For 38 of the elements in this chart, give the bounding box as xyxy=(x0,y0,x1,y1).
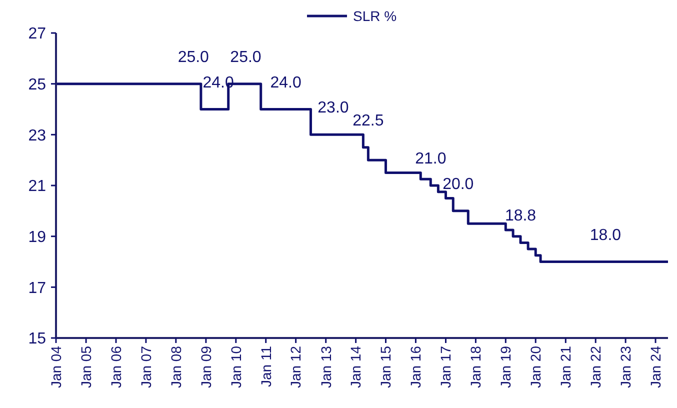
x-tick-label: Jan 21 xyxy=(558,346,574,388)
x-tick-label: Jan 14 xyxy=(348,346,364,388)
x-tick-label: Jan 12 xyxy=(288,346,304,388)
legend-label: SLR % xyxy=(353,8,397,24)
x-tick-label: Jan 09 xyxy=(198,346,214,388)
annotation: 25.0 xyxy=(230,48,262,66)
x-tick-label: Jan 18 xyxy=(468,346,484,388)
annotation: 20.0 xyxy=(442,176,474,193)
annotation: 18.0 xyxy=(590,226,622,244)
x-tick-label: Jan 22 xyxy=(588,346,604,388)
x-tick-label: Jan 07 xyxy=(138,346,154,388)
y-tick-label: 21 xyxy=(28,178,46,196)
annotation: 18.8 xyxy=(504,208,536,225)
y-tick-label: 25 xyxy=(28,76,46,94)
y-tick-label: 27 xyxy=(28,26,46,43)
annotation: 21.0 xyxy=(415,150,446,168)
annotation: 23.0 xyxy=(318,100,349,117)
x-tick-label: Jan 11 xyxy=(258,346,274,387)
x-tick-label: Jan 10 xyxy=(228,346,244,388)
x-tick-label: Jan 19 xyxy=(498,346,514,388)
y-tick-label: 19 xyxy=(28,228,46,246)
x-tick-label: Jan 08 xyxy=(168,346,184,388)
x-tick-label: Jan 20 xyxy=(528,346,544,388)
annotation: 24.0 xyxy=(270,74,302,92)
x-tick-label: Jan 06 xyxy=(108,346,124,388)
y-tick-label: 23 xyxy=(28,127,46,144)
x-tick-label: Jan 23 xyxy=(617,346,634,388)
annotation: 25.0 xyxy=(178,48,210,66)
x-tick-label: Jan 24 xyxy=(647,346,664,388)
annotation: 22.5 xyxy=(352,112,384,130)
x-tick-label: Jan 13 xyxy=(318,346,334,388)
y-tick-label: 15 xyxy=(28,330,46,348)
x-tick-label: Jan 16 xyxy=(408,346,424,388)
x-tick-label: Jan 05 xyxy=(78,346,94,388)
y-tick-label: 17 xyxy=(28,280,46,297)
x-tick-label: Jan 17 xyxy=(438,346,454,388)
x-tick-label: Jan 15 xyxy=(378,346,394,388)
x-tick-label: Jan 04 xyxy=(48,346,64,388)
